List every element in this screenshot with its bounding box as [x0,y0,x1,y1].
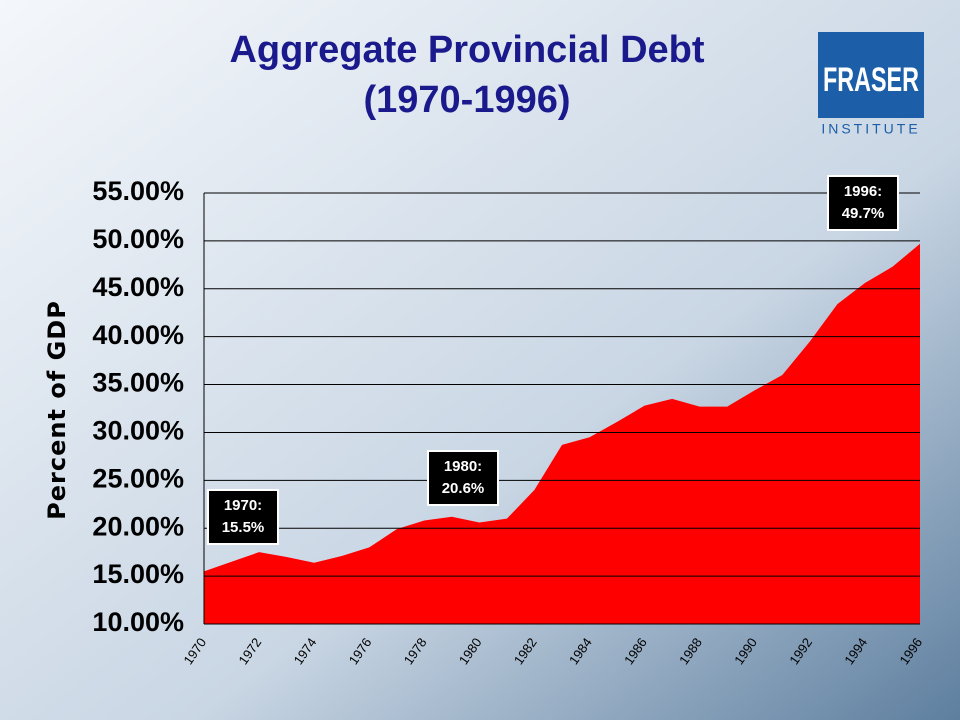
chart-title: Aggregate Provincial Debt [229,29,704,71]
y-axis-title: Percent of GDP [43,300,71,520]
y-tick-label: 25.00% [92,463,184,493]
y-tick-label: 45.00% [92,272,184,302]
annotation: 1980: [444,458,482,475]
annotation: 1970: [224,497,262,514]
annotation-box [207,489,279,545]
y-tick-label: 40.00% [92,320,184,350]
logo-subtext: INSTITUTE [821,121,920,137]
annotation: 1996: [844,183,882,200]
logo-box [818,32,924,118]
y-tick-label: 15.00% [92,559,184,589]
annotation: 15.5% [222,519,265,536]
chart-title: (1970-1996) [363,79,570,121]
annotation-box [827,175,899,231]
y-tick-label: 55.00% [92,176,184,206]
annotation: 20.6% [442,480,485,497]
y-tick-label: 50.00% [92,224,184,254]
annotation: 49.7% [842,205,885,222]
y-tick-label: 30.00% [92,416,184,446]
area [204,243,920,625]
y-tick-label: 20.00% [92,511,184,541]
y-tick-label: 10.00% [92,607,184,637]
annotation-box [427,450,499,506]
logo-text: FRASER [823,61,919,99]
y-tick-label: 35.00% [92,368,184,398]
